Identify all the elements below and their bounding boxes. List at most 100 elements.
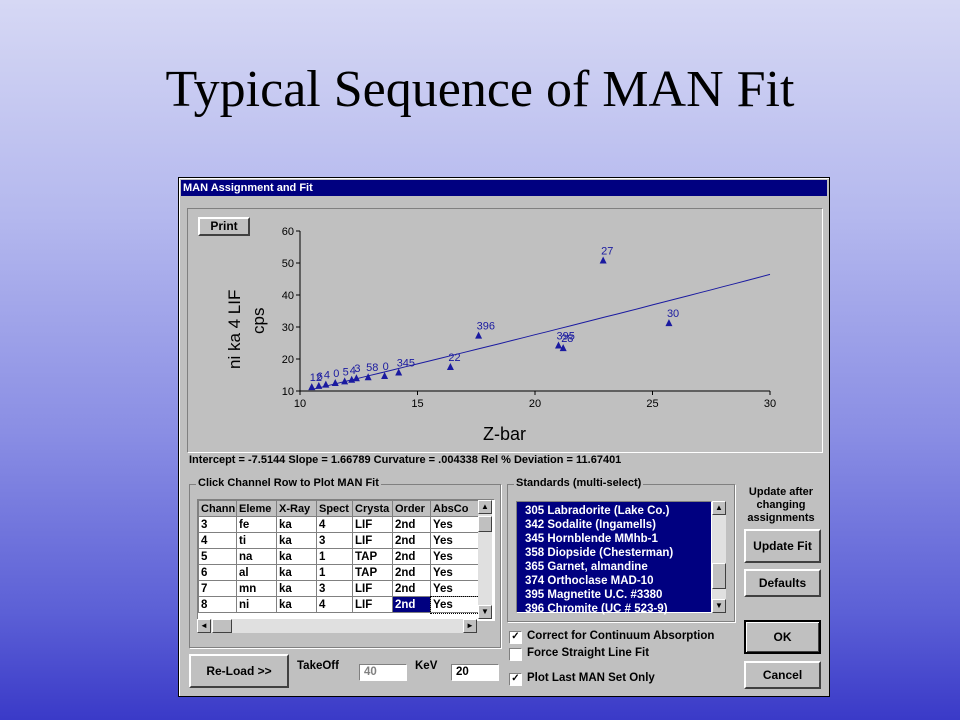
table-cell[interactable]: Yes	[430, 532, 481, 549]
table-row[interactable]: 7 mn ka 3 LIF 2nd Yes	[198, 580, 481, 597]
table-cell[interactable]: 2nd	[392, 532, 431, 549]
table-cell[interactable]: na	[236, 548, 277, 565]
table-cell[interactable]: Yes	[430, 580, 481, 597]
scroll-thumb[interactable]	[478, 516, 492, 532]
table-cell[interactable]: al	[236, 564, 277, 581]
channel-grid[interactable]: Chann Eleme X-Ray Spect Crysta Order AbsCo 3 fe…	[197, 499, 495, 621]
table-cell[interactable]: 4	[198, 532, 237, 549]
table-cell[interactable]: 5	[198, 548, 237, 565]
standards-list[interactable]: 305 Labradorite (Lake Co.) 342 Sodalite (…	[516, 501, 712, 615]
x-tick-label: 30	[764, 398, 776, 410]
ok-button[interactable]: OK	[744, 620, 821, 654]
window-title: MAN Assignment and Fit	[181, 180, 827, 196]
channel-grid-hscroll[interactable]: ◄ ►	[197, 619, 477, 633]
table-cell[interactable]: 7	[198, 580, 237, 597]
table-cell[interactable]: 2nd	[392, 548, 431, 565]
table-cell[interactable]: Yes	[430, 564, 481, 581]
standards-vscroll[interactable]: ▲ ▼	[712, 501, 726, 613]
list-item[interactable]: 358 Diopside (Chesterman)	[525, 547, 674, 559]
table-cell[interactable]: 4	[316, 596, 353, 613]
table-cell[interactable]: ka	[276, 532, 317, 549]
table-cell[interactable]: TAP	[352, 548, 393, 565]
y-tick-label: 60	[282, 226, 294, 238]
table-cell[interactable]: TAP	[352, 564, 393, 581]
print-button[interactable]: Print	[198, 217, 250, 236]
plot-last-man-set-label: Plot Last MAN Set Only	[527, 672, 655, 684]
column-header[interactable]: X-Ray	[276, 500, 317, 517]
update-fit-button[interactable]: Update Fit	[744, 529, 821, 563]
point-label: 395	[557, 331, 575, 343]
table-cell[interactable]: ka	[276, 516, 317, 533]
force-straight-line-checkbox[interactable]	[509, 648, 522, 661]
table-cell[interactable]: 2nd	[392, 580, 431, 597]
table-row[interactable]: 5 na ka 1 TAP 2nd Yes	[198, 548, 481, 565]
point-label: 0	[333, 368, 339, 380]
table-cell[interactable]: 2nd	[392, 516, 431, 533]
column-header[interactable]: Eleme	[236, 500, 277, 517]
table-row[interactable]: 6 al ka 1 TAP 2nd Yes	[198, 564, 481, 581]
table-cell[interactable]: fe	[236, 516, 277, 533]
list-item[interactable]: 396 Chromite (UC # 523-9)	[525, 603, 668, 615]
table-cell[interactable]: Yes	[430, 516, 481, 533]
scroll-up-icon[interactable]: ▲	[712, 501, 726, 515]
list-item[interactable]: 342 Sodalite (Ingamells)	[525, 519, 657, 531]
scroll-left-icon[interactable]: ◄	[197, 619, 211, 633]
defaults-button[interactable]: Defaults	[744, 569, 821, 597]
reload-button[interactable]: Re-Load >>	[189, 654, 289, 688]
table-cell[interactable]: ka	[276, 548, 317, 565]
y-tick-label: 20	[282, 354, 294, 366]
scroll-up-icon[interactable]: ▲	[478, 500, 492, 514]
cancel-button[interactable]: Cancel	[744, 661, 821, 689]
continuum-absorption-checkbox[interactable]: ✓	[509, 631, 522, 644]
plot-last-man-set-checkbox[interactable]: ✓	[509, 673, 522, 686]
table-cell[interactable]: mn	[236, 580, 277, 597]
table-row[interactable]: 8 ni ka 4 LIF 2nd Yes	[198, 595, 482, 614]
scroll-right-icon[interactable]: ►	[463, 619, 477, 633]
table-cell[interactable]: 2nd	[392, 596, 431, 613]
table-cell[interactable]: 3	[316, 580, 353, 597]
scroll-thumb[interactable]	[712, 563, 726, 589]
column-header[interactable]: Spect	[316, 500, 353, 517]
channel-grid-vscroll[interactable]: ▲ ▼	[478, 500, 492, 619]
data-point	[381, 371, 389, 379]
column-header[interactable]: Order	[392, 500, 431, 517]
hscroll-thumb[interactable]	[212, 619, 232, 633]
takeoff-field[interactable]: 40	[359, 664, 407, 681]
kev-field[interactable]: 20	[451, 664, 499, 681]
y-tick-label: 30	[282, 322, 294, 334]
table-cell[interactable]: Yes	[430, 548, 481, 565]
table-cell[interactable]: LIF	[352, 596, 393, 613]
table-cell[interactable]: Yes	[429, 595, 482, 614]
table-cell[interactable]: 1	[316, 564, 353, 581]
table-cell[interactable]: 1	[316, 548, 353, 565]
table-cell[interactable]: ka	[276, 564, 317, 581]
table-cell[interactable]: 4	[316, 516, 353, 533]
point-label: 345	[397, 357, 415, 369]
table-cell[interactable]: LIF	[352, 532, 393, 549]
table-cell[interactable]: ka	[276, 596, 317, 613]
table-cell[interactable]: 8	[198, 596, 237, 613]
table-cell[interactable]: LIF	[352, 580, 393, 597]
table-row[interactable]: 3 fe ka 4 LIF 2nd Yes	[198, 516, 481, 533]
list-item[interactable]: 365 Garnet, almandine	[525, 561, 648, 573]
table-cell[interactable]: 3	[198, 516, 237, 533]
column-header[interactable]: Crysta	[352, 500, 393, 517]
point-label: 5	[343, 366, 349, 378]
list-item[interactable]: 345 Hornblende MMhb-1	[525, 533, 658, 545]
table-cell[interactable]: 6	[198, 564, 237, 581]
list-item[interactable]: 395 Magnetite U.C. #3380	[525, 589, 663, 601]
scroll-down-icon[interactable]: ▼	[478, 605, 492, 619]
point-label: 22	[448, 352, 460, 364]
scroll-down-icon[interactable]: ▼	[712, 599, 726, 613]
list-item[interactable]: 305 Labradorite (Lake Co.)	[525, 505, 670, 517]
table-cell[interactable]: ni	[236, 596, 277, 613]
table-cell[interactable]: ka	[276, 580, 317, 597]
table-cell[interactable]: 3	[316, 532, 353, 549]
table-row[interactable]: 4 ti ka 3 LIF 2nd Yes	[198, 532, 481, 549]
column-header[interactable]: Chann	[198, 500, 237, 517]
table-cell[interactable]: LIF	[352, 516, 393, 533]
table-cell[interactable]: ti	[236, 532, 277, 549]
table-cell[interactable]: 2nd	[392, 564, 431, 581]
column-header[interactable]: AbsCo	[430, 500, 481, 517]
list-item[interactable]: 374 Orthoclase MAD-10	[525, 575, 654, 587]
